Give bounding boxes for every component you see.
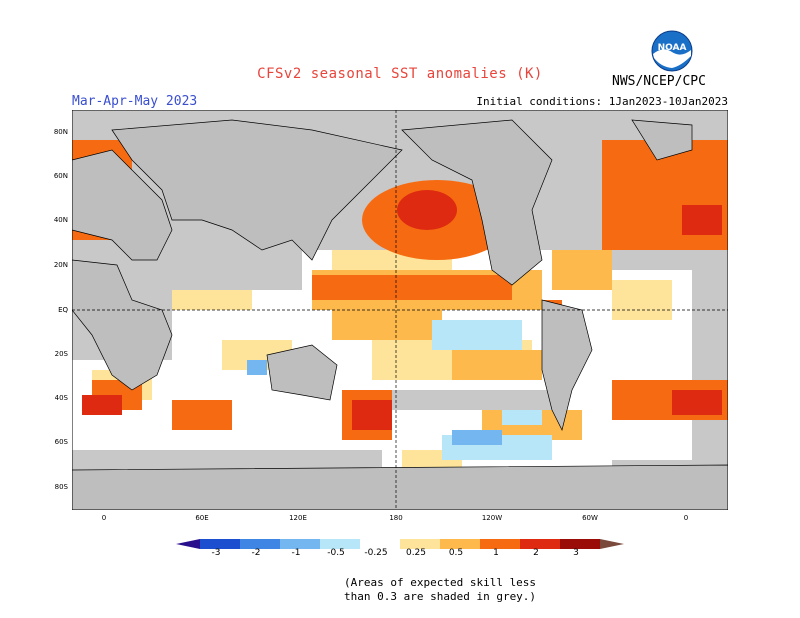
- colorbar-segment: [360, 539, 400, 549]
- noaa-logo-icon: NOAA: [651, 30, 693, 72]
- colorbar-label: -2: [251, 548, 261, 558]
- colorbar-segment: [240, 539, 280, 549]
- colorbar-segment: [280, 539, 320, 549]
- agency-label: NWS/NCEP/CPC: [612, 74, 706, 89]
- lon-label-120w: 120W: [481, 514, 503, 522]
- lat-label-80n: 80N: [53, 128, 68, 136]
- colorbar-segment: [200, 539, 240, 549]
- colorbar-label: 2: [533, 548, 539, 558]
- colorbar-label: 0.5: [448, 548, 464, 558]
- colorbar-label: -0.5: [327, 548, 345, 558]
- colorbar-segment: [320, 539, 360, 549]
- colorbar-label: 1: [493, 548, 499, 558]
- colorbar-segment: [560, 539, 600, 549]
- lon-label-60w: 60W: [582, 514, 598, 522]
- anomaly-negative: [247, 320, 552, 460]
- initial-conditions-label: Initial conditions: 1Jan2023-10Jan2023: [476, 95, 728, 108]
- colorbar-segment: [400, 539, 440, 549]
- noaa-logo-text: NOAA: [658, 43, 687, 53]
- season-label: Mar-Apr-May 2023: [72, 94, 198, 109]
- colorbar-label: 3: [573, 548, 579, 558]
- colorbar-label: -1: [291, 548, 301, 558]
- lat-label-eq: EQ: [58, 306, 68, 314]
- skill-note-line-2: than 0.3 are shaded in grey.): [344, 590, 537, 603]
- sst-anomaly-map: [71, 109, 729, 511]
- colorbar-label: -3: [211, 548, 221, 558]
- lat-label-20s: 20S: [54, 350, 68, 358]
- chart-title: CFSv2 seasonal SST anomalies (K): [257, 66, 543, 82]
- colorbar-segment: [480, 539, 520, 549]
- lon-label-0-east: 0: [683, 514, 689, 522]
- colorbar-label: 0.25: [405, 548, 427, 558]
- anomaly-2-3: [82, 190, 722, 430]
- colorbar: [176, 536, 624, 552]
- skill-note-line-1: (Areas of expected skill less: [344, 576, 537, 589]
- lat-label-40n: 40N: [53, 216, 68, 224]
- skill-note: (Areas of expected skill less than 0.3 a…: [344, 576, 536, 604]
- lat-label-20n: 20N: [53, 261, 68, 269]
- lat-label-60s: 60S: [54, 438, 68, 446]
- land-masses: [71, 119, 729, 511]
- lat-label-40s: 40S: [54, 394, 68, 402]
- colorbar-segment: [520, 539, 560, 549]
- colorbar-segment: [440, 539, 480, 549]
- lon-label-120e: 120E: [289, 514, 307, 522]
- lon-label-60e: 60E: [195, 514, 209, 522]
- colorbar-label: -0.25: [364, 548, 388, 558]
- colorbar-right-arrow: [600, 539, 624, 549]
- lon-label-180: 180: [389, 514, 403, 522]
- lat-label-80s: 80S: [54, 483, 68, 491]
- lat-label-60n: 60N: [53, 172, 68, 180]
- colorbar-left-arrow: [176, 539, 200, 549]
- lon-label-0: 0: [101, 514, 107, 522]
